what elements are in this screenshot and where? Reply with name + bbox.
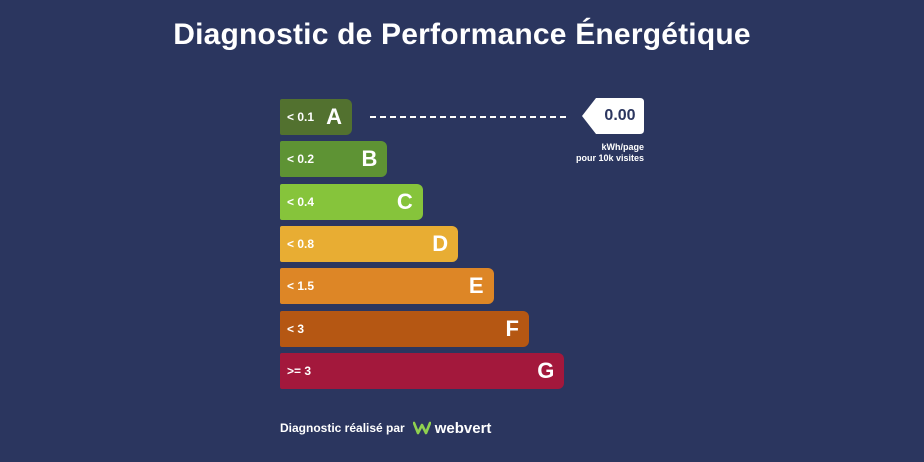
unit-label: kWh/page: [601, 142, 644, 152]
rating-letter: A: [326, 104, 342, 129]
value-leader-line: [370, 116, 566, 118]
rating-range-label: >= 3: [287, 363, 312, 378]
page-title: Diagnostic de Performance Énergétique: [173, 18, 751, 51]
rating-bar-b: < 0.2 B: [280, 141, 388, 178]
rating-letter: F: [505, 315, 519, 341]
rating-bar-d: < 0.8 D: [280, 225, 459, 262]
value-badge-shape: [582, 98, 644, 134]
rating-range-label: < 0.4: [287, 194, 315, 209]
brand-link[interactable]: webvert: [412, 419, 492, 437]
rating-letter: B: [361, 146, 378, 172]
rating-range-label: < 0.2: [287, 152, 315, 167]
rating-bar-c: < 0.4 C: [280, 183, 423, 220]
rating-letter: C: [396, 188, 413, 214]
rating-range-label: < 3: [287, 321, 305, 336]
footer-credit: Diagnostic réalisé par webvert: [280, 419, 492, 437]
rating-letter: G: [537, 357, 555, 383]
webvert-logo-icon: [412, 421, 431, 435]
rating-letter: E: [468, 273, 484, 299]
value-badge: 0.00: [582, 98, 644, 134]
rating-letter: D: [432, 230, 449, 256]
rating-range-label: < 0.8: [287, 236, 315, 251]
rating-bar-a: < 0.1 A: [280, 99, 352, 135]
footer-text: Diagnostic réalisé par: [280, 421, 405, 435]
rating-range-label: < 0.1: [287, 110, 315, 124]
brand-name: webvert: [434, 419, 492, 437]
rating-bar-g: >= 3 G: [280, 352, 565, 389]
rating-bar-e: < 1.5 E: [280, 268, 494, 305]
rating-bar-f: < 3 F: [280, 310, 529, 347]
energy-value: 0.00: [604, 107, 636, 124]
rating-range-label: < 1.5: [287, 279, 315, 294]
unit-sublabel: pour 10k visites: [575, 153, 644, 163]
